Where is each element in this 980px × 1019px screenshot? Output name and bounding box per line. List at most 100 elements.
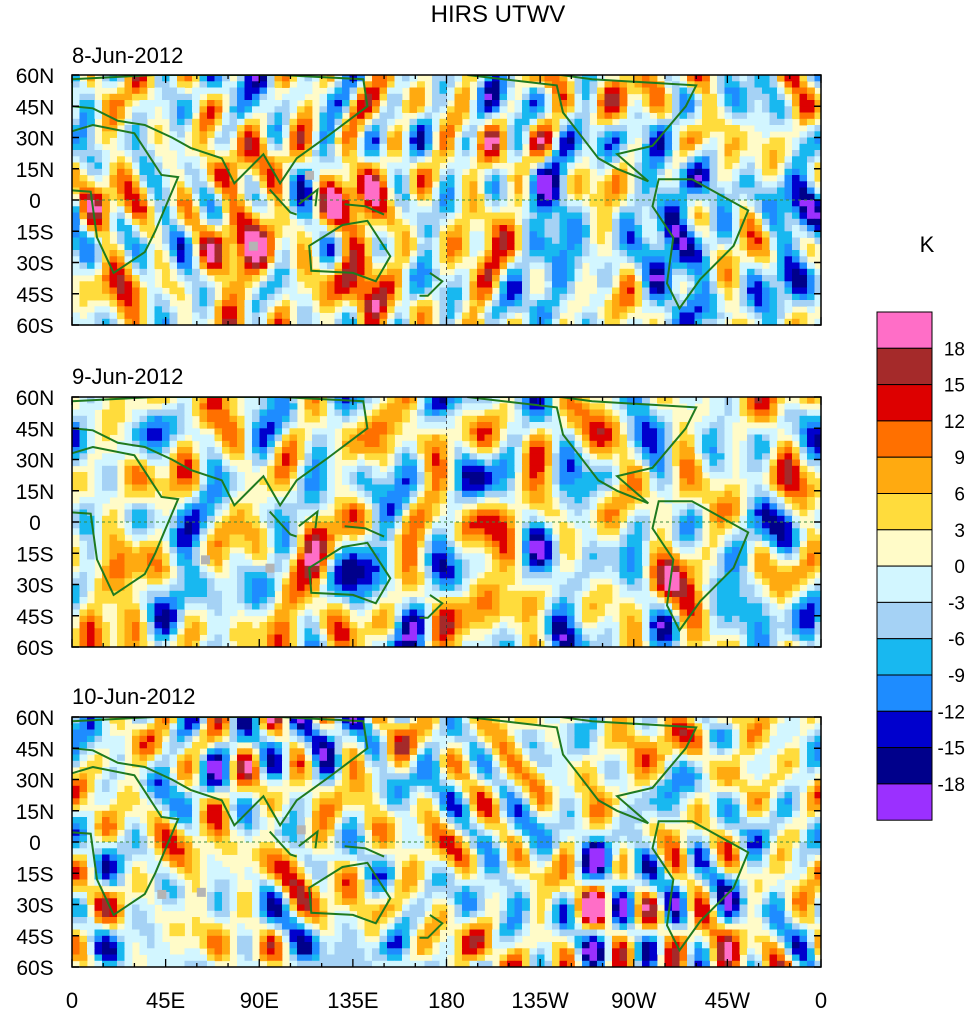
field-cell	[245, 422, 253, 429]
field-cell	[755, 306, 763, 313]
field-cell	[620, 250, 628, 257]
field-cell	[72, 169, 80, 176]
field-cell	[537, 410, 545, 417]
field-cell	[530, 88, 538, 95]
field-cell	[545, 169, 553, 176]
field-cell	[492, 119, 500, 126]
field-cell	[425, 410, 433, 417]
field-cell	[72, 269, 80, 276]
field-cell	[462, 288, 470, 295]
field-cell	[230, 100, 238, 107]
field-cell	[192, 175, 200, 182]
field-cell	[110, 422, 118, 429]
field-cell	[755, 231, 763, 238]
field-cell	[312, 275, 320, 282]
field-cell	[560, 300, 568, 307]
field-cell	[372, 213, 380, 220]
field-cell	[245, 144, 253, 151]
field-cell	[447, 106, 455, 113]
field-cell	[177, 94, 185, 101]
field-cell	[732, 416, 740, 423]
field-cell	[470, 100, 478, 107]
field-cell	[770, 263, 778, 270]
field-cell	[147, 460, 155, 467]
field-cell	[425, 131, 433, 138]
field-cell	[770, 288, 778, 295]
field-cell	[297, 466, 305, 473]
field-cell	[477, 453, 485, 460]
field-cell	[792, 497, 800, 504]
field-cell	[552, 491, 560, 498]
field-cell	[275, 275, 283, 282]
field-cell	[177, 213, 185, 220]
field-cell	[170, 288, 178, 295]
field-cell	[672, 125, 680, 132]
field-cell	[635, 150, 643, 157]
field-cell	[372, 478, 380, 485]
field-cell	[177, 238, 185, 245]
field-cell	[230, 206, 238, 213]
field-cell	[140, 188, 148, 195]
field-cell	[402, 150, 410, 157]
field-cell	[522, 113, 530, 120]
field-cell	[710, 238, 718, 245]
field-cell	[507, 88, 515, 95]
field-cell	[747, 200, 755, 207]
field-cell	[447, 263, 455, 270]
field-cell	[425, 138, 433, 145]
field-cell	[230, 288, 238, 295]
field-cell	[312, 288, 320, 295]
field-cell	[237, 428, 245, 435]
field-cell	[162, 410, 170, 417]
field-cell	[725, 281, 733, 288]
field-cell	[680, 441, 688, 448]
field-cell	[567, 428, 575, 435]
field-cell	[560, 263, 568, 270]
field-cell	[492, 410, 500, 417]
field-cell	[807, 100, 815, 107]
field-cell	[455, 397, 463, 404]
field-cell	[230, 250, 238, 257]
field-cell	[507, 231, 515, 238]
field-cell	[395, 269, 403, 276]
field-cell	[597, 435, 605, 442]
field-cell	[627, 410, 635, 417]
field-cell	[485, 441, 493, 448]
field-cell	[777, 447, 785, 454]
field-cell	[102, 275, 110, 282]
field-cell	[552, 281, 560, 288]
field-cell	[605, 150, 613, 157]
field-cell	[635, 288, 643, 295]
field-cell	[207, 485, 215, 492]
field-cell	[687, 231, 695, 238]
field-cell	[485, 169, 493, 176]
field-cell	[305, 503, 313, 510]
field-cell	[95, 510, 103, 517]
field-cell	[605, 313, 613, 320]
field-cell	[132, 281, 140, 288]
field-cell	[342, 81, 350, 88]
field-cell	[275, 256, 283, 263]
field-cell	[680, 466, 688, 473]
field-cell	[395, 460, 403, 467]
field-cell	[185, 422, 193, 429]
field-cell	[462, 219, 470, 226]
field-cell	[560, 169, 568, 176]
field-cell	[687, 238, 695, 245]
field-cell	[522, 138, 530, 145]
field-cell	[327, 94, 335, 101]
field-cell	[245, 453, 253, 460]
field-cell	[177, 244, 185, 251]
field-cell	[72, 94, 80, 101]
field-cell	[485, 250, 493, 257]
field-cell	[447, 313, 455, 320]
field-cell	[395, 397, 403, 404]
field-cell	[552, 213, 560, 220]
field-cell	[215, 269, 223, 276]
field-cell	[462, 81, 470, 88]
field-cell	[687, 453, 695, 460]
field-cell	[620, 213, 628, 220]
field-cell	[102, 466, 110, 473]
field-cell	[162, 281, 170, 288]
field-cell	[575, 113, 583, 120]
